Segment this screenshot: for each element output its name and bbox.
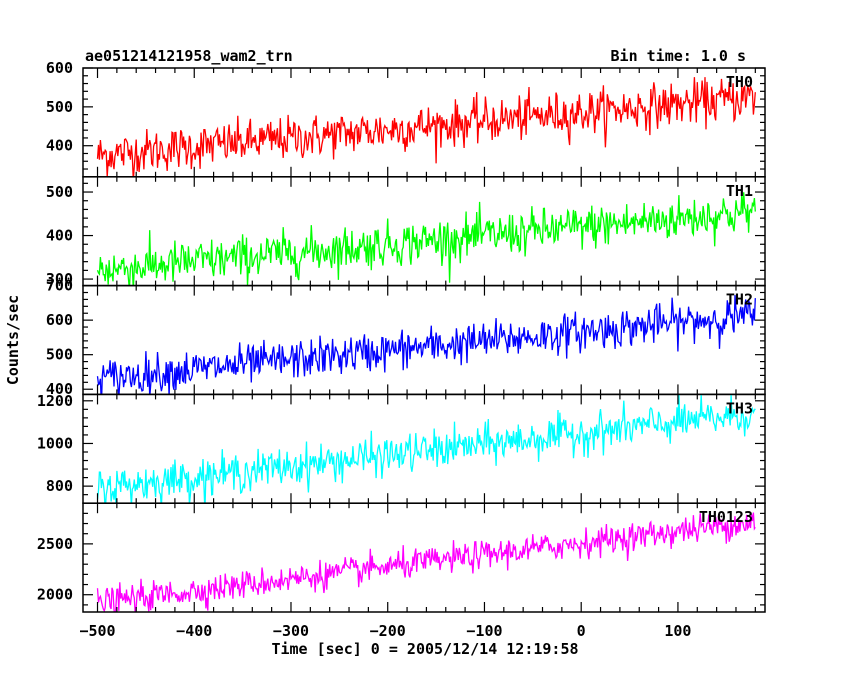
panel-label: TH1 (726, 182, 753, 200)
y-tick-label: 400 (46, 380, 73, 398)
panel-label: TH3 (726, 399, 753, 417)
panel-label: TH0 (726, 73, 753, 91)
figure-title: ae051214121958_wam2_trn (85, 47, 293, 65)
panel-th3: 800 1000 1200 TH3 (37, 392, 766, 504)
x-tick-label: 0 (577, 622, 586, 640)
x-tick-label: −500 (79, 622, 115, 640)
panel-th1: 300 400 500 TH1 (46, 176, 766, 288)
panel-frame (82, 502, 766, 613)
y-tick-label: 300 (46, 270, 73, 288)
y-tick-label: 500 (46, 346, 73, 364)
y-tick-label: 700 (46, 277, 73, 295)
y-tick-label: 400 (46, 137, 73, 155)
panel-frame (82, 67, 766, 178)
panel-th0123: 2000 2500 TH0123 (37, 502, 766, 613)
series-th1 (96, 192, 756, 286)
y-tick-label: 1000 (37, 434, 73, 452)
series-th0 (96, 77, 756, 177)
x-tick-label: −300 (273, 622, 309, 640)
y-tick-label: 500 (46, 98, 73, 116)
bin-time-label: Bin time: 1.0 s (611, 47, 746, 65)
x-tick-label: −400 (176, 622, 212, 640)
y-tick-label: 2000 (37, 586, 73, 604)
x-tick-labels: −500 −400 −300 −200 −100 0 100 (79, 622, 691, 640)
y-tick-label: 600 (46, 311, 73, 329)
x-tick-label: −200 (370, 622, 406, 640)
panels-group: 400 500 600 TH0 300 400 500 TH1 400 500 600 700 TH2 8… (37, 59, 766, 613)
series-th3 (96, 394, 756, 504)
y-tick-label: 600 (46, 59, 73, 77)
panel-label: TH0123 (699, 508, 753, 526)
panel-th0: 400 500 600 TH0 (46, 59, 766, 178)
y-tick-label: 400 (46, 227, 73, 245)
y-axis-title: Counts/sec (4, 295, 22, 385)
panel-th2: 400 500 600 700 TH2 (46, 277, 766, 398)
y-tick-label: 2500 (37, 535, 73, 553)
x-axis-title: Time [sec] 0 = 2005/12/14 12:19:58 (271, 640, 578, 658)
panel-label: TH2 (726, 291, 753, 309)
x-tick-label: 100 (664, 622, 691, 640)
y-tick-label: 800 (46, 477, 73, 495)
panel-frame (82, 393, 766, 504)
x-tick-label: −100 (466, 622, 502, 640)
y-tick-label: 1200 (37, 392, 73, 410)
series-th2 (96, 295, 756, 395)
y-tick-label: 500 (46, 183, 73, 201)
series-th0123 (96, 512, 756, 613)
